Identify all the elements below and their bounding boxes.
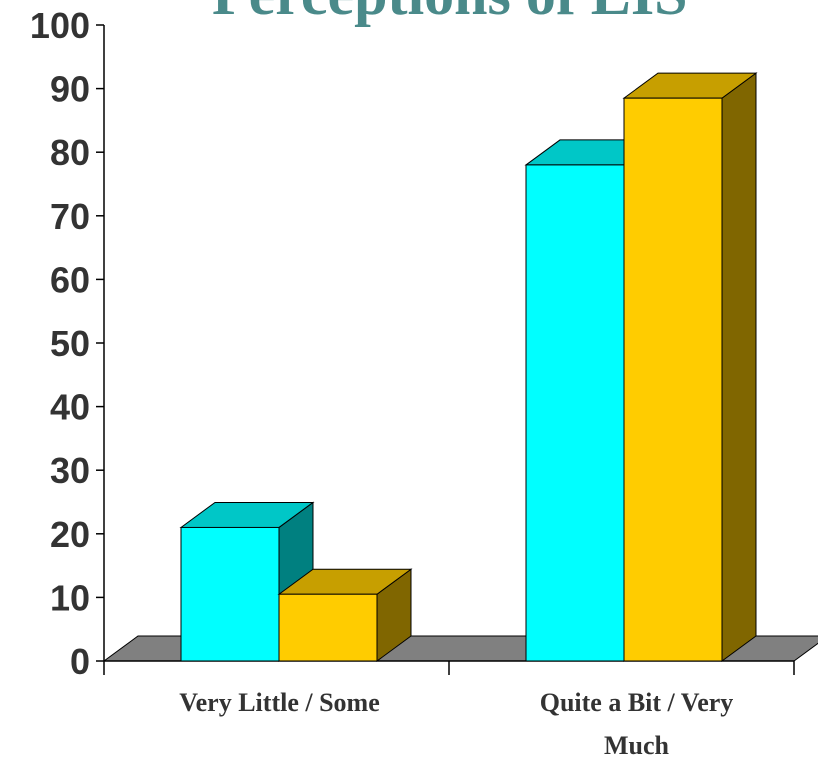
chart-title: Perceptions of LIS [212, 0, 688, 27]
bar [622, 72, 758, 662]
y-tick-label: 90 [50, 69, 90, 110]
y-tick-labels: 0 10 20 30 40 50 60 70 80 90 100 [30, 5, 90, 682]
bar-front [525, 164, 625, 662]
bar-front [623, 97, 723, 662]
y-tick-label: 10 [50, 577, 90, 618]
bar-front [278, 593, 378, 662]
bar [179, 501, 315, 662]
y-tick-label: 70 [50, 196, 90, 237]
y-tick-label: 40 [50, 387, 90, 428]
y-tick-label: 0 [70, 641, 90, 682]
bars [179, 72, 758, 662]
bar [277, 568, 413, 662]
x-category-label: Very Little / Some [179, 688, 380, 717]
y-tick-label: 60 [50, 259, 90, 300]
y-tick-label: 30 [50, 450, 90, 491]
y-tick-label: 80 [50, 132, 90, 173]
x-category-labels: Very Little / Some Quite a Bit / Very Much [179, 688, 733, 760]
bar-front [180, 526, 280, 662]
x-category-label: Quite a Bit / Very Much [540, 688, 734, 760]
y-tick-label: 50 [50, 323, 90, 364]
y-tick-label: 20 [50, 514, 90, 555]
y-tick-label: 100 [30, 5, 90, 46]
bar-side [721, 72, 757, 662]
